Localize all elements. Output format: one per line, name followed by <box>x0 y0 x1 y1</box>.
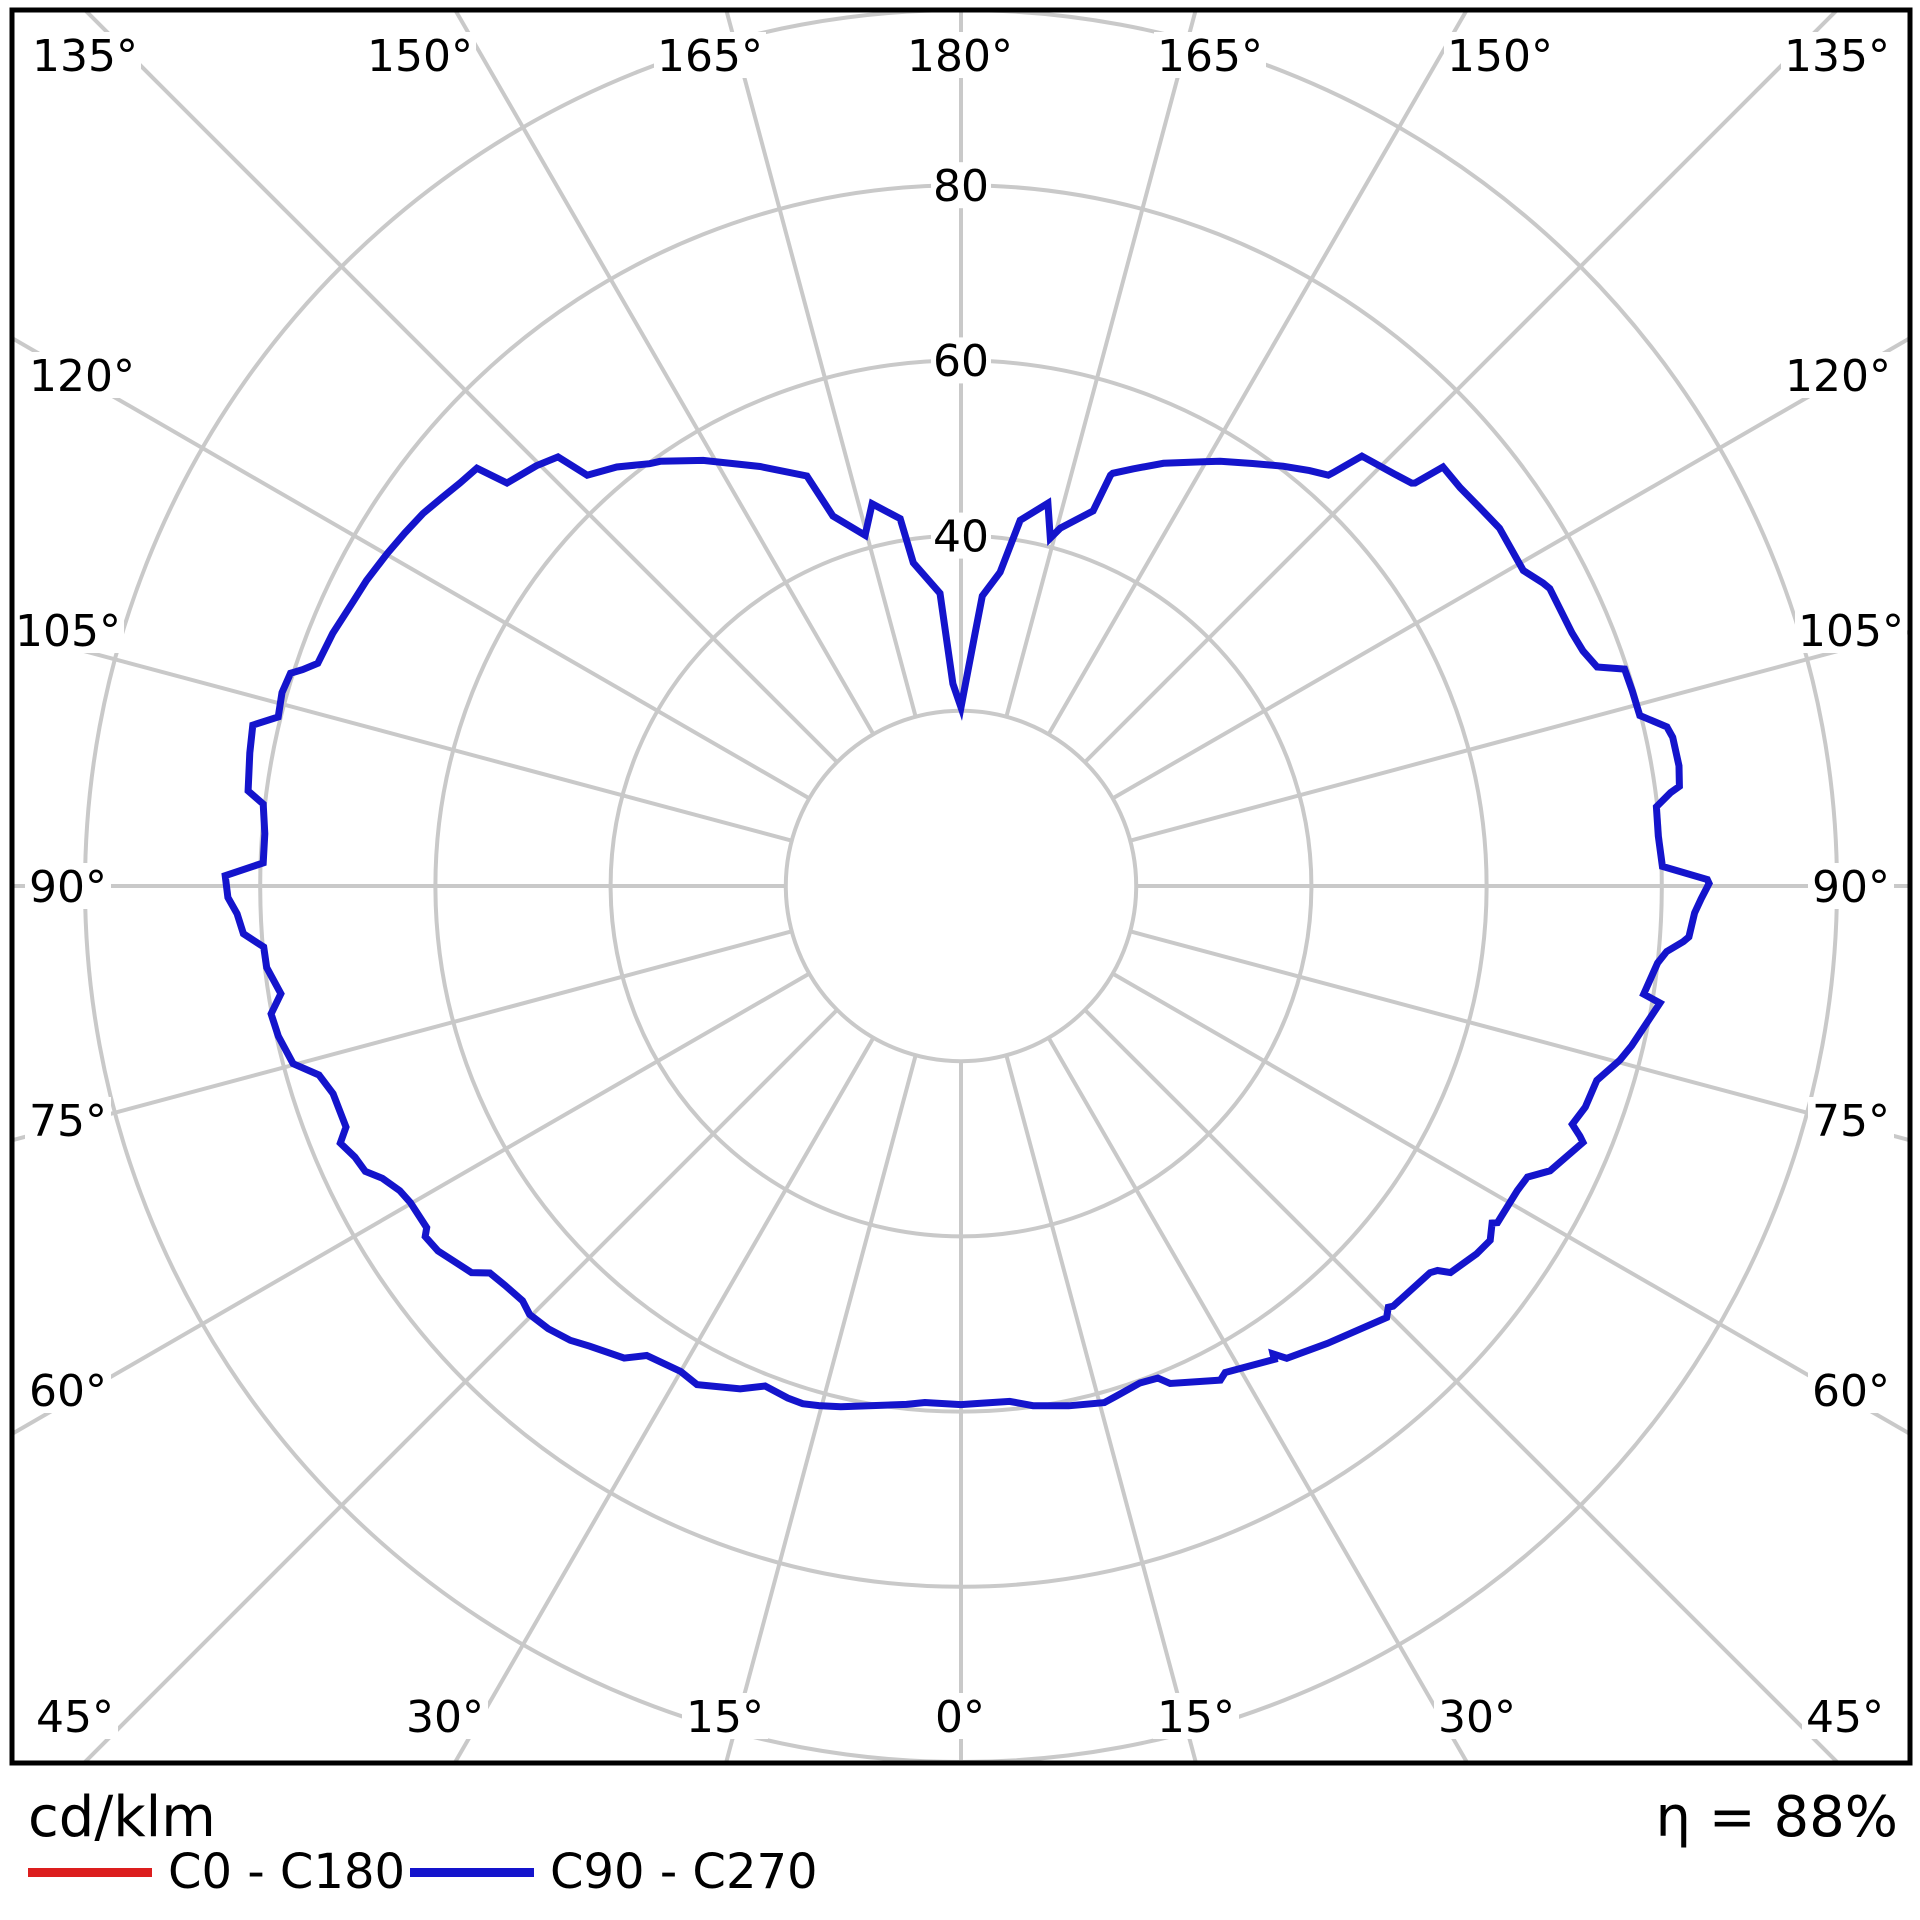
grid-ring-20 <box>783 708 1139 1064</box>
angle-label-150-right: 150° <box>1447 31 1553 82</box>
grid-spoke-15 <box>1004 1054 1199 1763</box>
angle-label-135-left: 135° <box>32 31 138 82</box>
angle-label-90-right-halo <box>1808 863 1894 909</box>
angle-label-90-left-halo <box>25 863 111 909</box>
grid-spoke-210 <box>452 10 876 736</box>
angle-label-165-right-halo <box>1154 32 1266 78</box>
angle-label-105-right-halo <box>1795 607 1907 653</box>
plot-border <box>9 7 1913 1766</box>
angle-label-180-left-halo <box>904 32 1016 78</box>
angle-label-180-left: 180° <box>907 31 1013 82</box>
angle-label-45-left-halo <box>32 1693 118 1739</box>
angle-label-120-right-halo <box>1782 352 1894 398</box>
angle-label-120-left-halo <box>26 352 138 398</box>
angle-label-75-left: 75° <box>29 1096 107 1147</box>
legend-label-c0-c180: C0 - C180 <box>168 1844 406 1900</box>
grid-spoke-345 <box>723 1054 918 1763</box>
legend-swatch-c90-c270-blue-line <box>410 1867 534 1877</box>
grid-spoke-300 <box>12 971 811 1437</box>
angle-label-105-left-halo <box>12 607 124 653</box>
efficiency-label: η = 88% <box>1655 1785 1898 1850</box>
angle-label-15-right-halo <box>1153 1693 1239 1739</box>
angle-label-30-right-halo <box>1434 1693 1520 1739</box>
grid-spoke-30 <box>1046 1036 1470 1763</box>
radius-label-80: 80 <box>933 161 989 212</box>
angle-label-90-right: 90° <box>1812 862 1890 913</box>
radius-label-60-halo <box>931 337 991 384</box>
angle-label-60-right-halo <box>1808 1367 1894 1413</box>
grid-spoke-75 <box>1129 929 1910 1143</box>
angle-label-150-right-halo <box>1444 32 1556 78</box>
grid-spoke-45 <box>1083 1008 1841 1763</box>
angle-label-45-right: 45° <box>1806 1692 1884 1743</box>
angle-label-15-left: 15° <box>686 1692 764 1743</box>
legend-swatch-c0-c180-red-line <box>28 1867 152 1877</box>
grid-spoke-240 <box>12 335 811 801</box>
angle-label-105-left: 105° <box>15 606 121 657</box>
angle-label-135-left-halo <box>29 32 141 78</box>
angle-label-30-left: 30° <box>406 1692 484 1743</box>
angle-label-150-left-halo <box>364 32 476 78</box>
angle-label-150-left: 150° <box>367 31 473 82</box>
angle-label-15-left-halo <box>682 1693 768 1739</box>
angle-label-0-left: 0° <box>935 1692 985 1743</box>
grid-spoke-150 <box>1046 10 1470 736</box>
angle-label-135-right: 135° <box>1784 31 1890 82</box>
angle-label-75-right-halo <box>1808 1097 1894 1143</box>
angle-tick-labels: 0° 15° 15° 30° 30° 45° 45° 60° 60° 75° 75° 90° 90° 10… <box>12 31 1907 1743</box>
grid-spoke-315 <box>81 1008 839 1763</box>
angle-label-135-right-halo <box>1781 32 1893 78</box>
curve-c90-c270 <box>221 452 1713 1411</box>
angle-label-30-right: 30° <box>1438 1692 1516 1743</box>
angle-label-120-right: 120° <box>1785 351 1891 402</box>
grid-spoke-135 <box>1083 10 1840 764</box>
angle-label-60-left: 60° <box>29 1366 107 1417</box>
angle-label-60-left-halo <box>25 1367 111 1413</box>
angle-label-165-right: 165° <box>1157 31 1263 82</box>
angle-label-75-left-halo <box>25 1097 111 1143</box>
grid-spoke-225 <box>82 10 839 764</box>
grid-spoke-285 <box>12 929 793 1143</box>
grid-spoke-330 <box>452 1036 876 1763</box>
angle-label-75-right: 75° <box>1812 1096 1890 1147</box>
radius-label-40: 40 <box>933 511 989 562</box>
angle-label-120-left: 120° <box>29 351 135 402</box>
angle-label-30-left-halo <box>402 1693 488 1739</box>
angle-label-60-right: 60° <box>1812 1366 1890 1417</box>
angle-label-105-right: 105° <box>1798 606 1904 657</box>
grid-spoke-60 <box>1111 971 1910 1437</box>
unit-label: cd/klm <box>28 1785 216 1850</box>
radius-label-80-halo <box>931 162 991 209</box>
legend-label-c90-c270: C90 - C270 <box>550 1844 818 1900</box>
grid-spoke-105 <box>1129 629 1910 843</box>
radius-label-40-halo <box>931 512 991 559</box>
radius-label-60: 60 <box>933 336 989 387</box>
angle-label-45-right-halo <box>1802 1693 1888 1739</box>
angle-label-90-left: 90° <box>29 862 107 913</box>
grid-spoke-255 <box>12 629 793 843</box>
legend-item-c90-c270: C90 - C270 <box>410 1846 818 1898</box>
legend-item-c0-c180: C0 - C180 <box>28 1846 405 1898</box>
angle-label-0-left-halo <box>930 1693 990 1739</box>
grid-spoke-120 <box>1111 335 1910 801</box>
angle-label-15-right: 15° <box>1157 1692 1235 1743</box>
angle-label-165-left: 165° <box>657 31 763 82</box>
angle-label-165-left-halo <box>654 32 766 78</box>
angle-label-45-left: 45° <box>36 1692 114 1743</box>
